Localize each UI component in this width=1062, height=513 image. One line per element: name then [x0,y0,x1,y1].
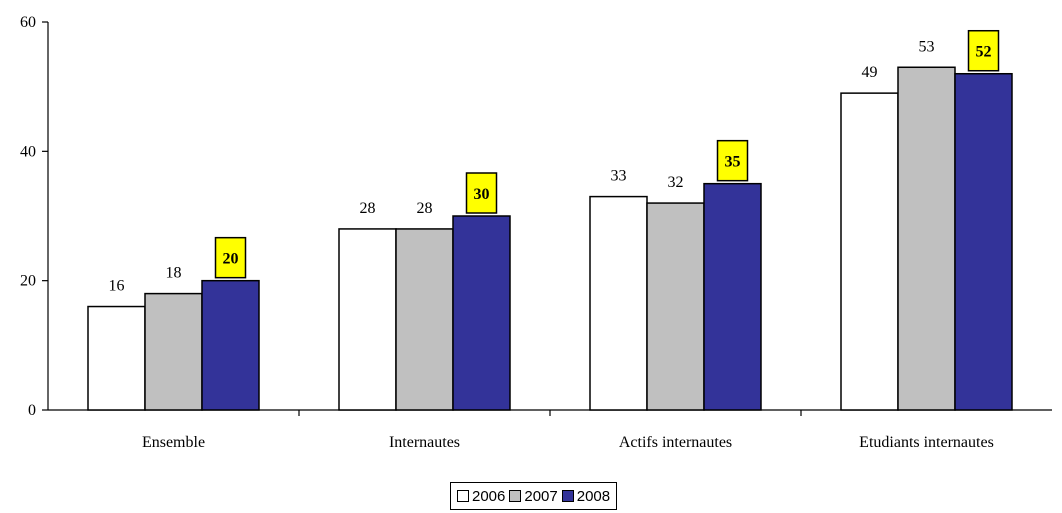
legend: 2006 2007 2008 [450,482,618,510]
labels: 16 18 20 Ensemble 28 28 30 Internautes 33 32 35 Act… [109,29,1000,451]
y-tick-label: 20 [20,273,36,290]
bar-2007-3 [897,66,956,411]
y-tick-label: 0 [28,402,36,419]
legend-swatch-2008 [561,490,574,502]
value-label-2006-3: 49 [862,64,878,81]
category-label-0: Ensemble [142,434,205,451]
bar-2008-2 [703,182,762,411]
value-highlight-box [967,29,1000,72]
bar-2007-2 [646,202,705,411]
value-label-2008-0: 20 [223,251,239,268]
category-label-2: Actifs internautes [619,434,732,451]
bar-2006-3 [840,92,899,411]
bar-2008-0 [201,279,260,411]
legend-item-2006: 2006 [457,488,505,505]
value-label-2006-2: 33 [611,168,627,185]
legend-swatch-2006 [457,490,469,502]
value-label-2007-0: 18 [166,265,182,282]
y-tick-label: 40 [20,143,36,160]
value-label-2008-2: 35 [725,154,741,171]
value-label-2007-3: 53 [919,38,935,55]
bars [87,66,1013,411]
value-label-2008-1: 30 [474,186,490,203]
value-label-2007-1: 28 [417,200,433,217]
category-label-3: Etudiants internautes [859,434,994,451]
bar-2007-0 [144,292,203,411]
bar-chart: 0 20 40 60 16 18 20 Ensemble 28 28 30 Internautes 3… [20,14,1052,451]
legend-label-2007: 2007 [524,487,558,505]
legend-label-2008: 2008 [576,487,611,505]
y-tick-label: 60 [20,14,36,31]
value-label-2006-0: 16 [109,278,125,295]
value-highlight-box [214,236,247,279]
bar-2008-3 [954,72,1013,411]
value-label-2007-2: 32 [668,174,684,191]
bar-2006-0 [87,305,146,411]
bar-2008-1 [452,215,511,411]
bar-2007-1 [395,228,454,411]
category-label-1: Internautes [389,434,460,451]
legend-item-2008: 2008 [561,487,611,505]
value-highlight-box [465,172,498,214]
value-label-2006-1: 28 [360,200,376,217]
legend-item-2007: 2007 [509,487,558,505]
bar-2006-1 [338,228,397,411]
bar-2006-2 [589,195,648,411]
value-label-2008-3: 52 [976,44,992,61]
legend-label-2006: 2006 [472,487,506,505]
value-highlight-box [716,139,749,182]
legend-swatch-2007 [509,490,522,502]
